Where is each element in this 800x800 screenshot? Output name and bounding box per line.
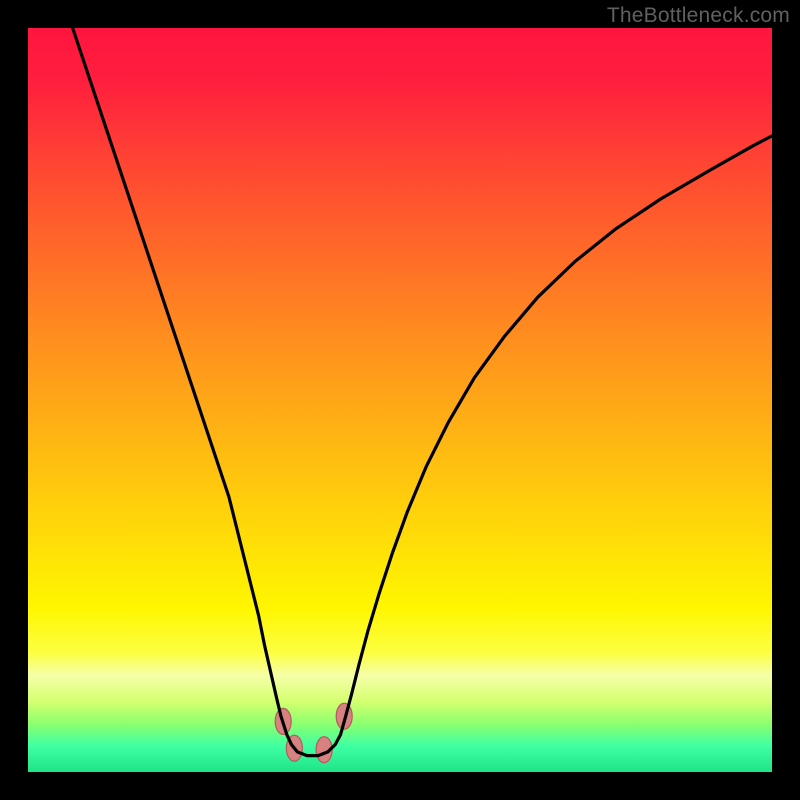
plot-svg	[28, 28, 772, 772]
chart-container: TheBottleneck.com	[0, 0, 800, 800]
watermark-text: TheBottleneck.com	[607, 4, 790, 28]
plot-area	[28, 28, 772, 772]
gradient-background	[28, 28, 772, 772]
